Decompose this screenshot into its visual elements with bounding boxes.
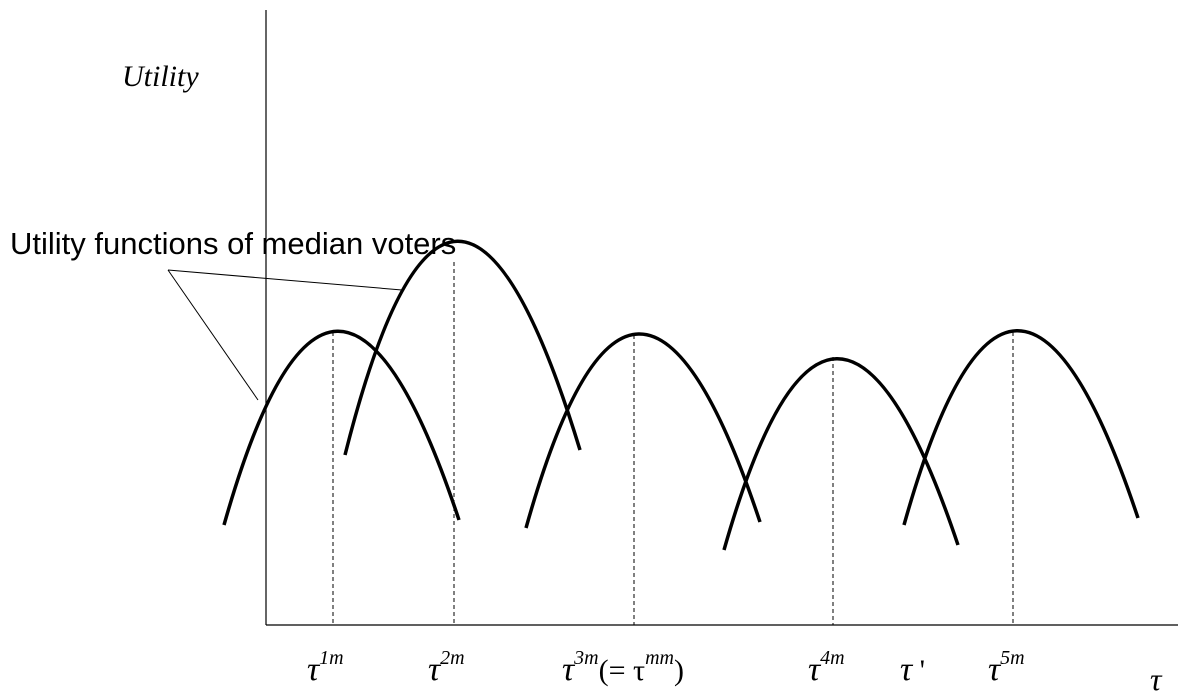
utility-curve-4	[722, 357, 960, 551]
tick-suffix: (= τ	[599, 654, 645, 687]
tick-suffix-close: )	[674, 654, 684, 687]
tick-label-t3: τ3m(= τmm)	[562, 647, 684, 688]
tick-label-t5: τ5m	[988, 647, 1025, 688]
tick-superscript: 3m	[573, 647, 598, 669]
tick-symbol: τ	[808, 651, 822, 688]
tick-label-tprime: τ '	[900, 651, 925, 688]
tick-superscript: 2m	[440, 647, 464, 669]
tick-label-t1: τ1m	[307, 647, 344, 688]
tick-suffix-superscript: mm	[645, 647, 674, 669]
x-axis-label: τ	[1150, 661, 1163, 696]
tick-symbol: τ	[562, 651, 576, 688]
callout-line-1	[167, 269, 259, 401]
tick-symbol: τ	[428, 651, 442, 688]
tick-superscript: 4m	[820, 647, 844, 669]
tick-label-t2: τ2m	[428, 647, 465, 688]
utility-curve-5	[902, 329, 1140, 526]
tick-label-t4: τ4m	[808, 647, 845, 688]
utility-curve-2	[343, 239, 582, 456]
tick-superscript: 5m	[1000, 647, 1024, 669]
tick-symbol: τ	[988, 651, 1002, 688]
tick-symbol: τ	[307, 651, 321, 688]
utility-curve-1	[222, 329, 461, 526]
callout-line-2	[167, 269, 403, 291]
annotation-label: Utility functions of median voters	[10, 226, 456, 261]
tick-suffix: '	[912, 654, 925, 687]
utility-curve-3	[524, 332, 762, 529]
tick-symbol: τ	[900, 651, 914, 688]
tick-superscript: 1m	[319, 647, 343, 669]
y-axis-label: Utility	[122, 60, 199, 93]
